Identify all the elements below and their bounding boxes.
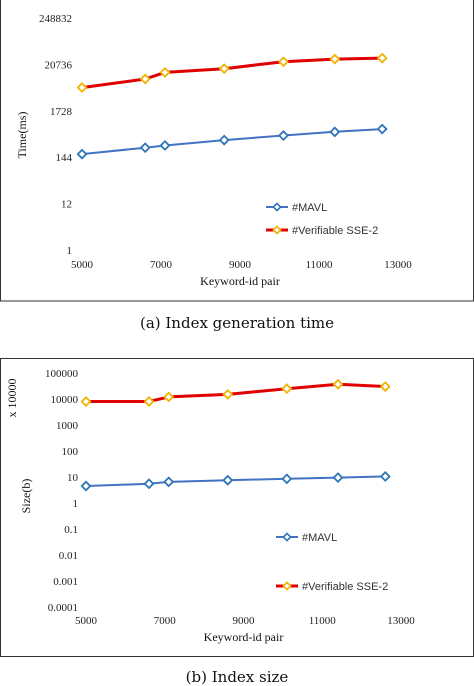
data-point: [80, 480, 92, 492]
data-point: [376, 123, 388, 135]
data-point: [379, 470, 391, 482]
y-tick-label: 248832: [39, 13, 72, 25]
data-point: [281, 473, 293, 485]
x-tick-label: 7000: [150, 259, 173, 271]
y-tick-label: 0.01: [59, 550, 78, 562]
legend-marker: [282, 532, 292, 542]
y-tick-label: 144: [56, 152, 73, 164]
y-tick-label: 1: [67, 245, 73, 257]
data-point: [329, 53, 341, 65]
data-point: [281, 383, 293, 395]
data-point: [139, 142, 151, 154]
x-axis-label: Keyword-id pair: [200, 274, 280, 288]
data-point: [218, 63, 230, 75]
data-point: [222, 474, 234, 486]
x-tick-label: 11000: [309, 615, 337, 627]
data-point: [163, 391, 175, 403]
x-tick-label: 7000: [154, 615, 177, 627]
legend-marker: [272, 202, 282, 212]
y-tick-label: 100: [62, 446, 79, 458]
data-point: [159, 139, 171, 151]
y-axis-multiplier: x 10000: [5, 379, 19, 418]
x-axis-label: Keyword-id pair: [204, 630, 284, 644]
y-axis-label: Time(ms): [15, 112, 29, 159]
y-tick-label: 100000: [45, 368, 79, 380]
caption-b: (b) Index size: [185, 668, 289, 686]
y-tick-label: 12: [61, 199, 72, 211]
data-point: [76, 148, 88, 160]
data-point: [218, 134, 230, 146]
y-tick-label: 1000: [56, 420, 79, 432]
data-point: [277, 56, 289, 68]
data-point: [143, 396, 155, 407]
series-line: [81, 56, 383, 90]
y-tick-label: 10: [67, 472, 79, 484]
data-point: [139, 73, 151, 85]
x-tick-label: 5000: [71, 259, 94, 271]
y-tick-label: 0.1: [64, 524, 78, 536]
data-point: [143, 478, 155, 490]
y-tick-label: 10000: [51, 394, 79, 406]
x-tick-label: 11000: [305, 259, 333, 271]
x-tick-label: 5000: [75, 615, 98, 627]
data-point: [76, 82, 88, 94]
data-point: [159, 66, 171, 78]
legend-marker: [282, 581, 292, 591]
y-tick-label: 20736: [45, 59, 73, 71]
legend-marker: [272, 225, 282, 235]
chart-a: 1 12 144 1728 20736 248832 5000 7000 9000 11000 13…: [0, 0, 474, 302]
x-tick-label: 13000: [384, 259, 412, 271]
data-point: [163, 476, 175, 488]
legend-label: #MAVL: [292, 202, 327, 214]
legend-label: #Verifiable SSE-2: [302, 581, 388, 593]
data-point: [332, 378, 344, 390]
y-tick-label: 0.0001: [48, 602, 78, 614]
data-point: [277, 130, 289, 141]
legend-label: #Verifiable SSE-2: [292, 225, 378, 237]
chart-b: 0.0001 0.001 0.01 0.1 1 10 100 1000 10000 100000 5…: [0, 358, 474, 657]
y-tick-label: 0.001: [53, 576, 78, 588]
x-tick-label: 9000: [233, 615, 256, 627]
y-tick-label: 1728: [50, 106, 73, 118]
data-point: [329, 126, 341, 138]
data-point: [80, 396, 92, 407]
data-point: [222, 388, 234, 400]
x-tick-label: 9000: [229, 259, 252, 271]
data-point: [376, 52, 388, 64]
y-axis-label: Size(b): [19, 479, 33, 514]
legend-label: #MAVL: [302, 532, 337, 544]
x-tick-label: 13000: [387, 615, 415, 627]
data-point: [379, 381, 391, 393]
caption-a: (a) Index generation time: [139, 314, 335, 332]
data-point: [332, 472, 344, 484]
y-tick-label: 1: [73, 498, 79, 510]
